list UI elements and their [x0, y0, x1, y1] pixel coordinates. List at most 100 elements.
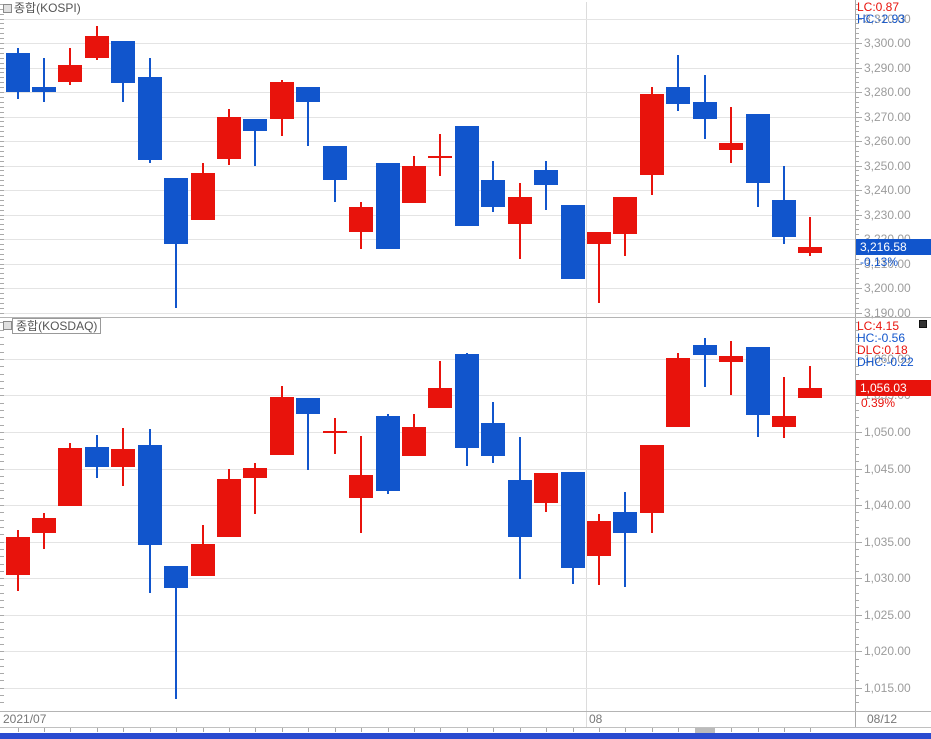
axis-minor-tick: [855, 564, 859, 565]
left-edge-tick: [0, 9, 4, 10]
axis-minor-tick: [855, 28, 859, 29]
candle-down: [376, 416, 400, 491]
candle-up: [640, 94, 664, 175]
axis-minor-tick: [855, 268, 859, 269]
axis-minor-tick: [855, 366, 859, 367]
axis-minor-tick: [855, 259, 859, 260]
left-edge-tick: [0, 92, 4, 93]
candle-wick: [730, 341, 732, 395]
axis-minor-tick: [855, 121, 859, 122]
axis-tick-label: 3,270.00: [864, 110, 911, 124]
axis-minor-tick: [855, 659, 859, 660]
left-edge-tick: [0, 615, 4, 616]
candle-wick: [624, 492, 626, 587]
left-edge-tick: [0, 126, 4, 127]
axis-minor-tick: [855, 126, 859, 127]
axis-minor-tick: [855, 651, 859, 652]
scroll-strip-tick: [414, 728, 415, 732]
candle-down: [693, 345, 717, 355]
axis-minor-tick: [855, 97, 859, 98]
axis-tick-label: 1,035.00: [864, 535, 911, 549]
axis-minor-tick: [855, 695, 859, 696]
axis-minor-tick: [855, 556, 859, 557]
left-edge-tick: [0, 97, 4, 98]
candle-up: [32, 518, 56, 533]
axis-minor-tick: [855, 200, 859, 201]
scroll-strip-tick: [255, 728, 256, 732]
left-edge-tick: [0, 298, 4, 299]
kosdaq-series-marker-icon: [3, 321, 12, 330]
axis-tick-label: 1,050.00: [864, 425, 911, 439]
axis-minor-tick: [855, 58, 859, 59]
candle-down: [138, 77, 162, 160]
gridline: [0, 92, 855, 93]
scroll-strip-tick: [546, 728, 547, 732]
left-edge-tick: [0, 476, 4, 477]
left-edge-tick: [0, 38, 4, 39]
panel-minimize-button[interactable]: [919, 320, 927, 328]
left-edge-tick: [0, 381, 4, 382]
axis-minor-tick: [855, 283, 859, 284]
axis-minor-tick: [855, 293, 859, 294]
axis-minor-tick: [855, 107, 859, 108]
left-edge-tick: [0, 166, 4, 167]
gridline: [0, 239, 855, 240]
axis-tick-label: 3,260.00: [864, 134, 911, 148]
candle-wick: [254, 119, 256, 166]
scroll-strip-tick: [176, 728, 177, 732]
kospi-last-price-badge: 3,216.58: [855, 239, 931, 255]
scroll-strip-tick: [388, 728, 389, 732]
axis-minor-tick: [855, 505, 859, 506]
panel-divider: [0, 317, 931, 318]
candle-wick: [334, 418, 336, 454]
candle-up: [772, 416, 796, 427]
left-edge-tick: [0, 268, 4, 269]
scroll-strip-tick: [229, 728, 230, 732]
scroll-strip-tick: [467, 728, 468, 732]
axis-tick-label: 3,310.00: [864, 12, 911, 26]
left-edge-tick: [0, 215, 4, 216]
axis-minor-tick: [855, 303, 859, 304]
axis-minor-tick: [855, 578, 859, 579]
scrollbar-thumb[interactable]: [695, 728, 715, 733]
kospi-series-label[interactable]: 종합(KOSPI): [14, 1, 81, 15]
gridline: [0, 43, 855, 44]
candle-up: [270, 82, 294, 119]
axis-minor-tick: [855, 87, 859, 88]
left-edge-tick: [0, 585, 4, 586]
left-edge-tick: [0, 410, 4, 411]
kosdaq-series-label[interactable]: 종합(KOSDAQ): [12, 318, 102, 334]
gridline: [0, 190, 855, 191]
axis-minor-tick: [855, 520, 859, 521]
gridline: [0, 688, 855, 689]
left-edge-tick: [0, 403, 4, 404]
x-axis-bottom-border: [0, 727, 931, 728]
candle-up: [58, 65, 82, 82]
gridline: [0, 264, 855, 265]
left-edge-tick: [0, 593, 4, 594]
left-edge-tick: [0, 190, 4, 191]
left-edge-tick: [0, 283, 4, 284]
axis-tick-label: 3,280.00: [864, 85, 911, 99]
candle-wick: [175, 566, 177, 699]
candle-wick: [809, 217, 811, 256]
axis-minor-tick: [855, 19, 859, 20]
axis-minor-tick: [855, 117, 859, 118]
scroll-strip-tick: [44, 728, 45, 732]
scroll-strip-tick: [308, 728, 309, 732]
axis-tick-label: 1,060.00: [864, 352, 911, 366]
axis-minor-tick: [855, 161, 859, 162]
gridline: [0, 395, 855, 396]
gridline: [0, 469, 855, 470]
left-edge-tick: [0, 131, 4, 132]
candle-down: [746, 347, 770, 415]
left-edge-tick: [0, 19, 4, 20]
candle-wick: [307, 87, 309, 146]
left-edge-tick: [0, 388, 4, 389]
axis-minor-tick: [855, 498, 859, 499]
scroll-strip-tick: [810, 728, 811, 732]
axis-minor-tick: [855, 447, 859, 448]
kosdaq-change-pct: 0.39%: [861, 396, 896, 410]
gridline: [0, 313, 855, 314]
gridline: [0, 615, 855, 616]
